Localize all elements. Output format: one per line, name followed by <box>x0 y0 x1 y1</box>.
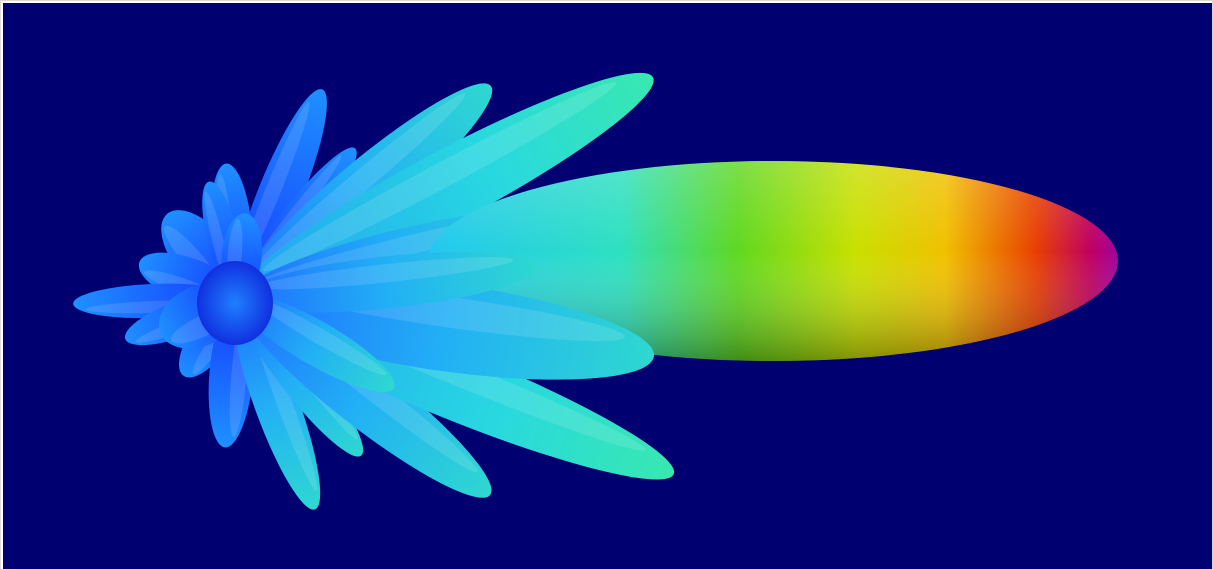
side-lobe <box>237 294 395 392</box>
side-lobe-highlight <box>253 297 387 376</box>
side-lobe-highlight <box>259 257 514 290</box>
main-lobe <box>428 161 1118 361</box>
hub <box>197 261 273 345</box>
render-viewport <box>3 3 1212 569</box>
radiation-pattern-render <box>3 3 1212 569</box>
side-lobe <box>237 252 537 313</box>
side-lobe-highlight <box>263 82 617 272</box>
side-lobe <box>232 297 321 510</box>
side-lobe-highlight <box>249 93 466 275</box>
